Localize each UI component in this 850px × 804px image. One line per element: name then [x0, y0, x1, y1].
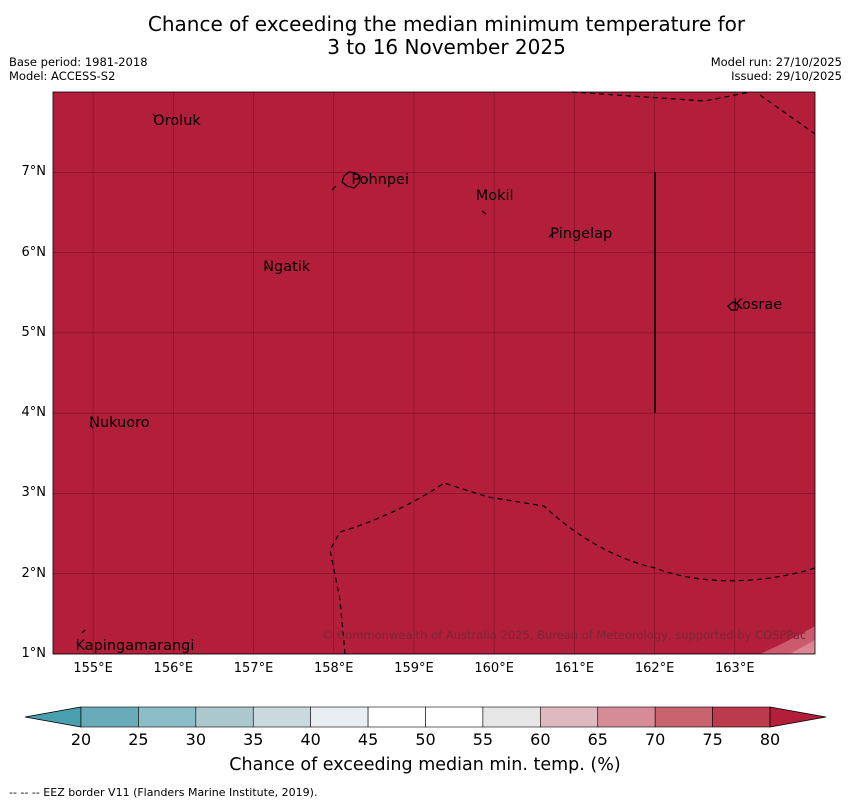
- colorbar-tick-label: 55: [472, 730, 494, 749]
- island-nukuoro: [89, 424, 94, 429]
- colorbar-tick-label: 35: [243, 730, 264, 749]
- probability-patch-65: [790, 640, 815, 654]
- eez-borders: [329, 91, 816, 655]
- run-info: Model run: 27/10/2025 Issued: 29/10/2025: [711, 55, 842, 83]
- probability-patch-70: [760, 626, 815, 654]
- colorbar-segment: [138, 706, 197, 728]
- colorbar-segment: [425, 706, 484, 728]
- eez-footnote: -- -- -- EEZ border V11 (Flanders Marine…: [9, 786, 318, 799]
- longitude-label: 156°E: [153, 661, 194, 676]
- issued-text: Issued: 29/10/2025: [731, 69, 842, 83]
- colorbar-segment: [540, 706, 599, 728]
- colorbar-tick-label: 30: [185, 730, 206, 749]
- graticule: [53, 92, 815, 655]
- place-label-kosrae: Kosrae: [733, 297, 783, 314]
- place-label-ngatik: Ngatik: [263, 259, 311, 276]
- colorbar: [24, 706, 827, 728]
- eez-border-north: [571, 91, 751, 102]
- title-line-2: 3 to 16 November 2025: [327, 35, 566, 59]
- place-label-pingelap: Pingelap: [550, 225, 613, 242]
- latitude-label: 7°N: [21, 164, 47, 180]
- island-pingelap: [548, 233, 553, 238]
- colorbar-tick-label: 70: [644, 730, 666, 749]
- colorbar-segment: [80, 706, 139, 728]
- island-ngatik: [264, 265, 269, 270]
- colorbar-tick-label: 25: [128, 730, 149, 749]
- map-panel: [52, 91, 816, 655]
- colorbar-tick-label: 75: [702, 730, 723, 749]
- map-title: Chance of exceeding the median minimum t…: [0, 13, 850, 59]
- eez-border-south: [329, 482, 816, 655]
- colorbar-segment: [482, 706, 541, 728]
- model-run-text: Model run: 27/10/2025: [710, 55, 842, 69]
- colorbar-segments: [80, 706, 771, 728]
- colorbar-tick-label: 50: [415, 730, 436, 749]
- colorbar-tick-label: 65: [587, 730, 608, 749]
- longitude-label: 163°E: [715, 661, 755, 676]
- colorbar-segment: [310, 706, 369, 728]
- colorbar-segment: [195, 706, 254, 728]
- eez-border-northeast: [759, 94, 816, 135]
- colorbar-segment: [252, 706, 311, 728]
- colorbar-over-arrow: [769, 706, 827, 728]
- longitude-label: 159°E: [394, 661, 434, 676]
- island-outlines: [81, 113, 740, 634]
- longitude-label: 161°E: [554, 661, 595, 676]
- model-text: Model: ACCESS-S2: [9, 69, 116, 83]
- island-mokil: [481, 210, 487, 215]
- colorbar-tick-label: 20: [70, 730, 92, 749]
- base-period-text: Base period: 1981-2018: [9, 55, 148, 69]
- colorbar-under-arrow: [24, 706, 82, 728]
- colorbar-segment: [597, 706, 656, 728]
- latitude-label: 1°N: [21, 646, 47, 661]
- longitude-label: 158°E: [313, 661, 354, 676]
- map-background: [53, 92, 815, 654]
- copyright-text: © Commonwealth of Australia 2025, Bureau…: [322, 628, 807, 642]
- colorbar-tick-label: 80: [759, 730, 781, 749]
- place-label-pohnpei: Pohnpei: [351, 171, 410, 188]
- title-line-1: Chance of exceeding the median minimum t…: [147, 12, 746, 36]
- island-oroluk: [152, 113, 156, 117]
- latitude-label: 6°N: [21, 244, 47, 260]
- longitude-label: 157°E: [233, 661, 274, 676]
- colorbar-title: Chance of exceeding median min. temp. (%…: [229, 755, 621, 775]
- model-info: Base period: 1981-2018 Model: ACCESS-S2: [9, 55, 148, 83]
- longitude-label: 160°E: [474, 661, 514, 676]
- colorbar-tick-label: 40: [300, 730, 321, 749]
- longitude-label: 155°E: [73, 661, 113, 676]
- map-frame: [52, 91, 816, 655]
- colorbar-segment: [712, 706, 771, 728]
- place-label-oroluk: Oroluk: [153, 112, 201, 129]
- latitude-label: 4°N: [21, 405, 47, 421]
- latitude-label: 2°N: [21, 565, 47, 581]
- island-kosrae: [727, 301, 740, 311]
- island-kapinga: [81, 629, 86, 634]
- island-ant-atoll: [331, 185, 337, 191]
- place-label-kapingamarangi: Kapingamarangi: [75, 638, 195, 655]
- latitude-label: 3°N: [21, 485, 47, 501]
- latitude-label: 5°N: [21, 324, 47, 340]
- colorbar-tick-label: 60: [530, 730, 551, 749]
- island-pohnpei: [341, 171, 361, 189]
- colorbar-segment: [654, 706, 713, 728]
- colorbar-tick-label: 45: [357, 730, 379, 749]
- place-label-mokil: Mokil: [475, 187, 514, 204]
- longitude-label: 162°E: [634, 661, 675, 676]
- place-label-nukuoro: Nukuoro: [89, 415, 150, 432]
- colorbar-segment: [367, 706, 426, 728]
